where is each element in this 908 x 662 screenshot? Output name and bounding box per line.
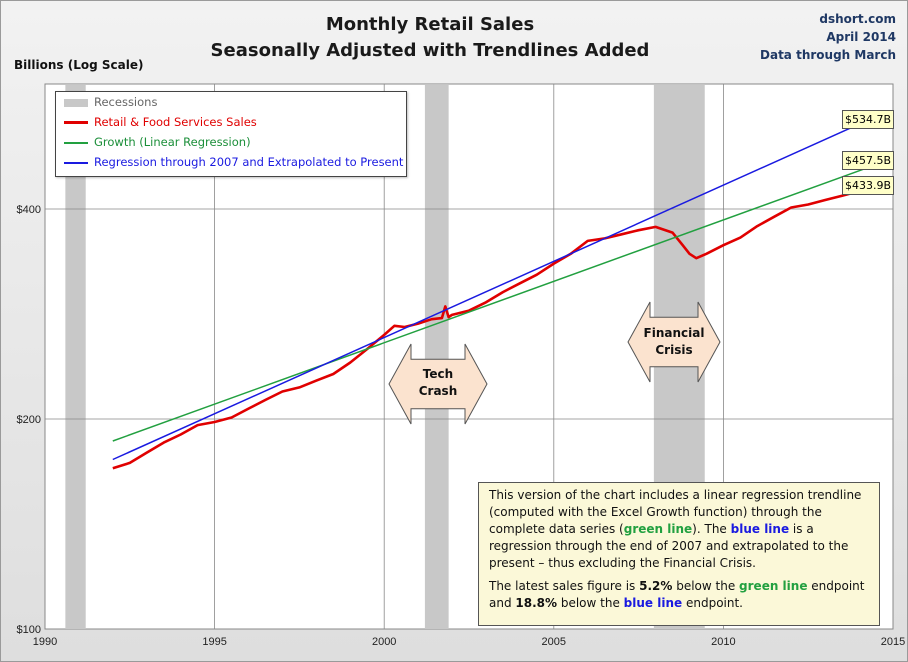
note-text: below the: [557, 596, 624, 610]
x-tick-label-2005: 2005: [542, 636, 566, 648]
x-tick-label-2010: 2010: [711, 636, 735, 648]
data-through: Data through March: [760, 48, 896, 62]
source-block: dshort.com April 2014 Data through March: [760, 10, 896, 64]
legend-label-regression: Regression through 2007 and Extrapolated…: [94, 155, 404, 169]
tech-crash-label: Tech Crash: [398, 366, 478, 400]
tech-crash-arrow: [388, 343, 488, 425]
legend-swatch-recessions: [64, 99, 88, 107]
tech-crash-line-2: Crash: [418, 384, 458, 398]
tech-crash-line-1: Tech: [422, 367, 454, 381]
series-line-0: [112, 183, 867, 470]
chart-title: Monthly Retail Sales Seasonally Adjusted…: [180, 12, 680, 64]
legend-swatch-growth: [64, 142, 88, 144]
legend-label-growth: Growth (Linear Regression): [94, 135, 251, 149]
note-box: This version of the chart includes a lin…: [478, 482, 880, 626]
note-pct-green: 5.2%: [639, 579, 673, 593]
x-tick-label-2015: 2015: [881, 636, 905, 648]
note-text: endpoint.: [682, 596, 743, 610]
financial-crisis-line-1: Financial: [643, 326, 705, 340]
source-date: April 2014: [826, 30, 896, 44]
source-site: dshort.com: [819, 12, 896, 26]
note-green-ref: green line: [623, 522, 693, 536]
x-tick-label-1990: 1990: [33, 636, 57, 648]
x-tick-label-1995: 1995: [202, 636, 226, 648]
note-text: The latest sales figure is: [489, 579, 640, 593]
legend-label-retail: Retail & Food Services Sales: [94, 115, 257, 129]
title-line-2: Seasonally Adjusted with Trendlines Adde…: [210, 40, 650, 61]
financial-crisis-line-2: Crisis: [655, 343, 693, 357]
end-label-retail: $433.9B: [842, 176, 894, 195]
end-label-regression: $534.7B: [842, 110, 894, 129]
legend-swatch-retail: [64, 121, 88, 124]
note-blue-ref: blue line: [730, 522, 790, 536]
note-pct-blue: 18.8%: [515, 596, 558, 610]
x-tick-label-2000: 2000: [372, 636, 396, 648]
financial-crisis-arrow: [627, 301, 721, 383]
note-blue-ref: blue line: [623, 596, 683, 610]
note-text: This version of the chart includes a lin…: [489, 488, 862, 536]
legend: Recessions Retail & Food Services Sales …: [55, 91, 407, 177]
recession-band-1: [424, 85, 449, 629]
recession-band-0: [65, 85, 86, 629]
note-text: endpoint and: [489, 579, 865, 610]
legend-swatch-regression: [64, 162, 88, 164]
note-text: below the: [672, 579, 740, 593]
y-tick-label-100: $100: [17, 624, 41, 636]
note-paragraph-2: The latest sales figure is 5.2% below th…: [489, 578, 869, 612]
y-axis-label: Billions (Log Scale): [14, 58, 144, 72]
y-tick-label-400: $400: [17, 204, 41, 216]
note-paragraph-1: This version of the chart includes a lin…: [489, 487, 869, 572]
financial-crisis-label: Financial Crisis: [634, 325, 714, 359]
y-tick-label-200: $200: [17, 414, 41, 426]
title-line-1: Monthly Retail Sales: [325, 14, 535, 35]
series-line-1: [112, 167, 867, 442]
legend-label-recessions: Recessions: [94, 95, 158, 109]
end-label-growth: $457.5B: [842, 151, 894, 170]
series-line-2: [112, 120, 867, 461]
note-green-ref: green line: [739, 579, 808, 593]
note-text: is a regression through the end of 2007 …: [489, 522, 849, 570]
note-text: ). The: [692, 522, 731, 536]
